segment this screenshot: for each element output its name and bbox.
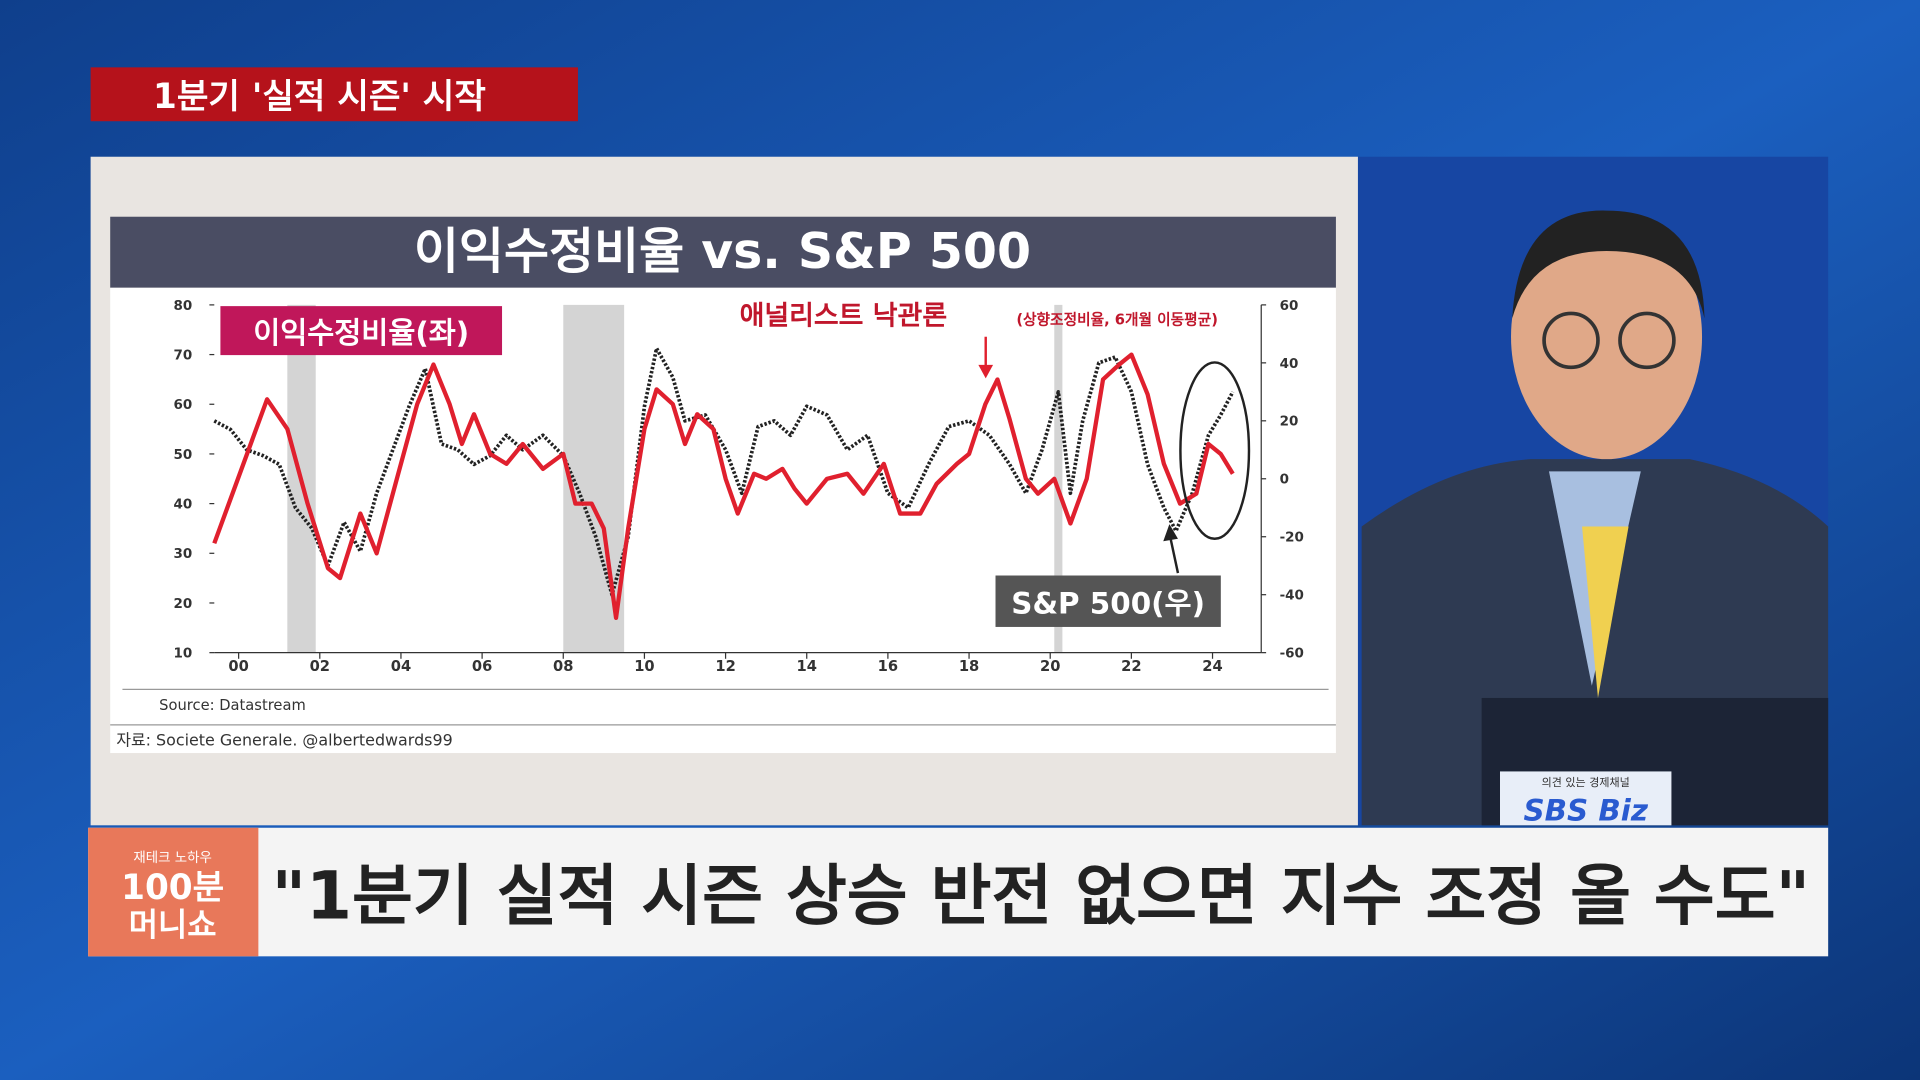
- x-tick-label: 02: [310, 658, 330, 675]
- logo-top: 재테크 노하우: [133, 850, 212, 866]
- y2-tick-label: 0: [1280, 473, 1289, 488]
- y-tick-label: 10: [174, 647, 193, 662]
- legend-label: 이익수정비율(좌): [253, 316, 469, 350]
- y-tick-label: 40: [174, 498, 193, 513]
- y-tick-label: 60: [174, 398, 193, 413]
- y2-tick-label: 20: [1280, 415, 1299, 430]
- glasses: [1542, 311, 1600, 370]
- title-bar: [110, 216, 1336, 288]
- chart-title: 이익수정비율 vs. S&P 500: [414, 223, 1031, 280]
- logo-bottom: 머니쇼: [129, 906, 217, 944]
- arrow-head: [978, 364, 994, 379]
- credit: 자료: Societe Generale. @albertedwards99: [116, 731, 452, 750]
- x-tick-label: 12: [715, 658, 735, 675]
- legend-box: [995, 575, 1221, 627]
- arrow-head: [1163, 524, 1178, 542]
- y2-tick-label: -40: [1280, 589, 1304, 604]
- hair: [1512, 210, 1705, 319]
- shaded-period: [1054, 304, 1063, 653]
- headline: "1분기 실적 시즌 상승 반전 없으면 지수 조정 올 수도": [272, 857, 1810, 934]
- topic-box: [90, 67, 578, 122]
- plot: 00 02 04 06 08 10 12 14 16 18 20 22 24 10 20 30 40 50 60 70…: [174, 299, 1304, 675]
- highlight-ellipse: [1179, 361, 1251, 540]
- channel-badge: [1500, 771, 1672, 826]
- y2-tick-label: 60: [1280, 299, 1299, 314]
- y-tick-label: 20: [174, 597, 193, 612]
- y-tick-label: 70: [174, 348, 193, 363]
- caption-bar: [88, 827, 1829, 957]
- annotation-sub: (상향조정비율, 6개월 이동평균): [1016, 310, 1218, 328]
- x-tick-label: 14: [797, 658, 817, 675]
- glasses: [1618, 311, 1676, 370]
- logo-box: [88, 827, 259, 957]
- x-tick-label: 10: [634, 658, 654, 675]
- y-tick-label: 30: [174, 547, 193, 562]
- legend-label: S&P 500(우): [1011, 586, 1205, 620]
- x-tick-label: 16: [878, 658, 898, 675]
- annotation: 애널리스트 낙관론: [740, 300, 948, 331]
- y2-tick-label: -20: [1280, 531, 1304, 546]
- face: [1511, 214, 1703, 460]
- y2-tick-label: -60: [1280, 647, 1304, 662]
- legend-box: [220, 306, 503, 356]
- logo-mid: 100분: [121, 868, 224, 908]
- channel: SBS Biz: [1523, 793, 1648, 827]
- x-tick-label: 08: [553, 658, 573, 675]
- topic: 1분기 '실적 시즌' 시작: [153, 77, 486, 117]
- x-tick-label: 00: [228, 658, 248, 675]
- y-tick-label: 50: [174, 448, 193, 463]
- x-tick-label: 06: [472, 658, 492, 675]
- y2-tick-label: 40: [1280, 357, 1299, 372]
- y-tick-label: 80: [174, 299, 193, 314]
- x-tick-label: 18: [959, 658, 979, 675]
- slogan: 의견 있는 경제채널: [1542, 776, 1630, 789]
- tie: [1582, 526, 1629, 698]
- arrow: [1169, 538, 1180, 574]
- x-tick-label: 22: [1121, 658, 1141, 675]
- x-tick-label: 20: [1040, 658, 1060, 675]
- x-tick-label: 04: [391, 658, 411, 675]
- source: Source: Datastream: [159, 697, 306, 714]
- series-line: [212, 352, 1235, 621]
- x-tick-label: 24: [1202, 658, 1222, 675]
